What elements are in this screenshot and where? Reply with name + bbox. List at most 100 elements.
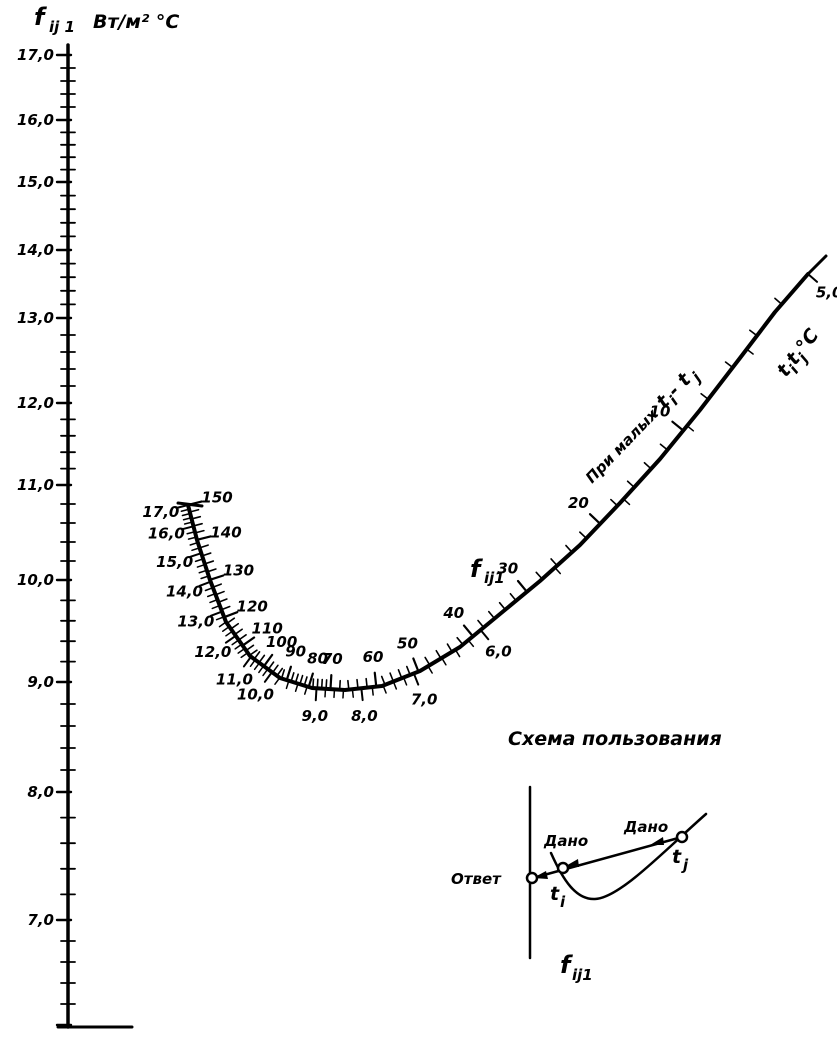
curve-temp-minor-tick: [700, 392, 710, 401]
left-axis-tick-label: 17,0: [17, 46, 54, 64]
curve-temp-minor-tick: [565, 544, 573, 554]
curve-temp-major-tick: [285, 665, 292, 682]
curve-end-cap-top: [176, 501, 204, 508]
curve-temp-major-tick: [329, 674, 333, 691]
scheme-f-subscript: ij1: [572, 966, 593, 984]
scheme-ti-i: i: [560, 893, 566, 911]
curve-f-minor-tick: [622, 498, 631, 506]
curve-f-minor-tick: [191, 547, 201, 552]
curve-f-minor-tick: [686, 425, 695, 432]
curve-temp-major-tick: [462, 624, 475, 638]
curve-temp-minor-tick: [217, 598, 228, 604]
curve-temperature-label: 90: [285, 642, 306, 660]
curve-f-minor-tick: [237, 647, 246, 654]
curve-f-minor-tick: [182, 517, 193, 521]
curve-f-minor-tick: [186, 530, 196, 535]
curve-temperature-label: 80: [307, 649, 328, 667]
curve-f-minor-tick: [402, 676, 408, 686]
curve-temp-minor-tick: [294, 673, 299, 684]
curve-f-major-tick: [188, 552, 203, 558]
curve-temp-major-tick: [208, 574, 225, 581]
curve-temp-minor-tick: [211, 583, 222, 589]
curve-f-label: 13,0: [177, 613, 214, 631]
curve-temp-major-tick: [516, 579, 529, 593]
curve-temp-minor-tick: [509, 592, 517, 602]
curve-f-minor-tick: [274, 677, 281, 685]
small-diff-caption: При малых: [582, 405, 662, 487]
curve-f-symbol: f: [470, 555, 483, 583]
curve-temp-major-tick: [671, 420, 685, 432]
curve-f-major-tick: [224, 634, 237, 644]
curve-f-label: 5,0: [816, 283, 837, 301]
curve-temperature-label: 100: [266, 633, 297, 651]
curve-f-major-tick: [242, 655, 253, 668]
scheme-ti-t: t: [550, 883, 560, 905]
curve-temp-major-tick: [241, 636, 256, 647]
curve-temperature-label: 60: [363, 648, 384, 666]
curve-f-label: 10,0: [237, 686, 274, 704]
curve-temp-minor-tick: [258, 654, 266, 664]
scheme-f-symbol: f: [560, 951, 573, 979]
curve-f-minor-tick: [181, 512, 191, 517]
scheme-answer: Ответ: [451, 870, 502, 888]
curve-ticks: [175, 273, 819, 702]
curve-f-minor-tick: [554, 566, 562, 575]
curve-f-label: 15,0: [156, 553, 193, 571]
usage-scheme-title: Схема пользования: [508, 728, 722, 750]
curve-temp-minor-tick: [253, 651, 261, 660]
curve-temp-minor-tick: [201, 552, 212, 557]
curve-f-minor-tick: [371, 686, 374, 696]
curve-f-minor-tick: [211, 604, 221, 610]
curve-temp-minor-tick: [198, 544, 209, 549]
curve-f-minor-tick: [258, 665, 265, 674]
curve-temp-minor-tick: [220, 605, 231, 611]
curve-f-minor-tick: [392, 680, 398, 690]
curve-temp-minor-tick: [303, 676, 308, 687]
scheme-point-ti: [556, 861, 570, 875]
scheme-point-answer: [525, 871, 539, 885]
curve-temp-minor-tick: [233, 628, 243, 636]
scheme-tj-t: t: [672, 846, 682, 868]
curve-f-minor-tick: [189, 541, 199, 546]
curve-temperature-label: 20: [568, 494, 589, 512]
curve-f-minor-tick: [351, 688, 355, 698]
curve-temperature-label: 110: [251, 619, 282, 637]
curve-temp-minor-tick: [190, 515, 202, 520]
curve-f-label: 7,0: [411, 690, 438, 708]
left-axis-tick-label: 11,0: [17, 476, 54, 494]
curve-f-minor-tick: [198, 569, 208, 574]
curve-temp-minor-tick: [610, 498, 619, 507]
curve-temp-minor-tick: [487, 610, 496, 620]
curve-temp-minor-tick: [206, 568, 217, 573]
curve-temperature-label: 150: [201, 489, 232, 507]
curve-temp-minor-tick: [477, 619, 485, 629]
curve-f-minor-tick: [467, 639, 475, 648]
scheme-given-2: Дано: [623, 818, 668, 836]
curve-temp-minor-tick: [397, 669, 403, 680]
curve-f-minor-tick: [234, 643, 243, 650]
curve-f-minor-tick: [745, 348, 754, 355]
curve-f-minor-tick: [204, 586, 214, 592]
left-axis-tick-label: 14,0: [17, 241, 54, 259]
left-axis-symbol: f: [34, 3, 47, 31]
left-axis-tick-label: 13,0: [17, 309, 54, 327]
curve-f-major-tick: [807, 273, 819, 283]
curve-f-minor-tick: [427, 665, 433, 674]
curve-temp-minor-tick: [192, 522, 203, 527]
curve-temp-major-tick: [195, 535, 212, 541]
curve-f-minor-tick: [194, 558, 204, 563]
curve-f-minor-tick: [382, 684, 387, 694]
curve-temperature-label: 40: [442, 604, 464, 622]
curve-f-label: 12,0: [194, 643, 231, 661]
curve-temp-minor-tick: [389, 672, 395, 683]
curve-f-minor-tick: [206, 592, 216, 598]
left-axis-tick-label: 12,0: [17, 394, 54, 412]
curve-temp-minor-tick: [214, 590, 225, 596]
curve-f-minor-tick: [196, 563, 206, 568]
curve-temp-minor-tick: [280, 669, 286, 680]
curve-f-minor-tick: [225, 630, 234, 637]
curve-f-subscript: ij1: [484, 569, 505, 587]
curve-temp-minor-tick: [188, 508, 200, 513]
